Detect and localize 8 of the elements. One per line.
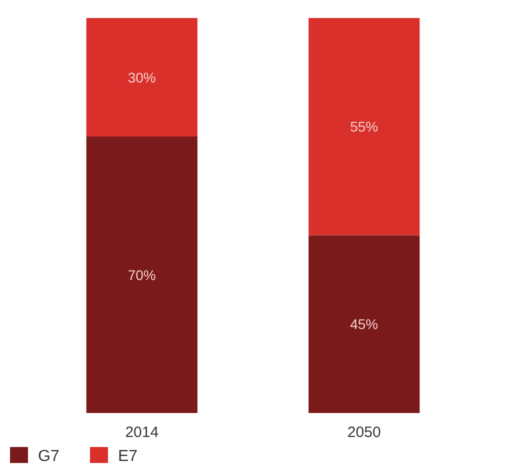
legend-label: E7 <box>118 448 138 465</box>
data-label: 70% <box>128 266 156 283</box>
legend-label: G7 <box>38 448 60 465</box>
data-label: 45% <box>350 316 378 332</box>
x-tick-label: 2014 <box>125 424 159 441</box>
data-label: 30% <box>128 69 156 86</box>
data-label: 55% <box>350 118 378 135</box>
x-tick-label: 2050 <box>347 424 381 441</box>
